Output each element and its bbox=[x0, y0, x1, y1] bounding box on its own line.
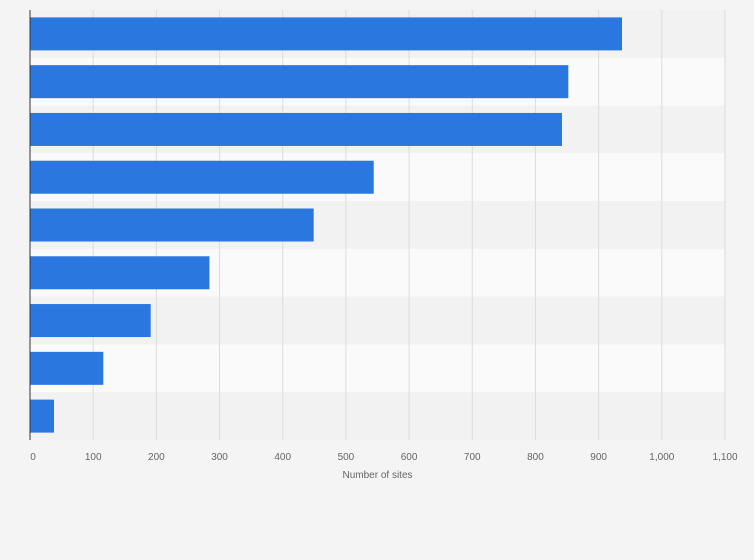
x-tick-label: 200 bbox=[148, 452, 165, 463]
x-tick-label: 700 bbox=[464, 452, 481, 463]
x-tick-label: 0 bbox=[30, 452, 36, 463]
x-tick-label: 600 bbox=[401, 452, 418, 463]
x-tick-labels: 0 100 200 300 400 500 600 700 800 900 1,000 1,100 bbox=[30, 452, 738, 463]
x-tick-label: 400 bbox=[274, 452, 291, 463]
x-tick-label: 800 bbox=[527, 452, 544, 463]
x-tick-label: 900 bbox=[590, 452, 607, 463]
bar bbox=[30, 304, 151, 338]
x-axis-title: Number of sites bbox=[342, 470, 412, 481]
bar bbox=[30, 17, 623, 51]
bar bbox=[30, 208, 314, 242]
bar bbox=[30, 351, 104, 385]
x-tick-label: 500 bbox=[338, 452, 355, 463]
x-tick-label: 1,000 bbox=[649, 452, 674, 463]
bars bbox=[30, 17, 623, 433]
bar bbox=[30, 160, 374, 194]
row-band bbox=[30, 392, 725, 440]
bar bbox=[30, 112, 562, 146]
x-tick-label: 300 bbox=[211, 452, 228, 463]
row-band bbox=[30, 344, 725, 393]
bar bbox=[30, 65, 569, 99]
bar bbox=[30, 256, 210, 290]
x-tick-label: 100 bbox=[85, 452, 102, 463]
bar bbox=[30, 399, 55, 433]
x-tick-label: 1,100 bbox=[712, 452, 737, 463]
